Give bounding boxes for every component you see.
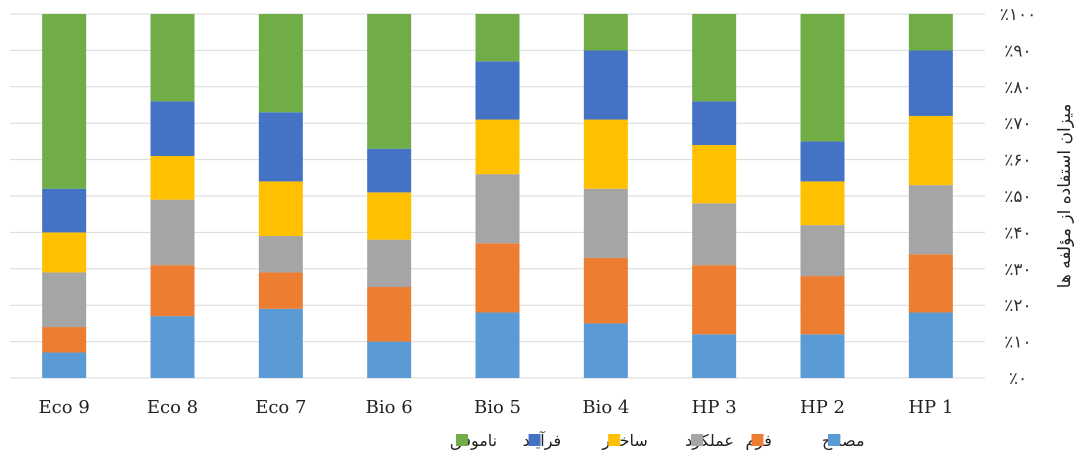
legend-swatch — [455, 434, 468, 446]
bar-segment — [150, 265, 195, 317]
bar-segment — [42, 232, 87, 273]
category-label: Eco 9 — [39, 397, 90, 418]
legend-swatch — [528, 434, 541, 446]
bar-segment — [800, 276, 845, 335]
bars — [42, 14, 953, 378]
legend-label: فرآیند — [523, 431, 562, 451]
bar-segment — [258, 181, 303, 237]
bar-segment — [258, 236, 303, 273]
bar-segment — [258, 14, 303, 113]
bar-segment — [150, 316, 195, 378]
bar-segment — [692, 203, 737, 266]
bar-segment — [367, 287, 412, 342]
bar-segment — [367, 192, 412, 240]
category-label: HP 1 — [908, 397, 953, 418]
legend: مصالحفرمعملکردساختارفرآیندناموفق — [450, 431, 865, 451]
bar-segment — [475, 14, 520, 62]
category-labels: HP 1 HP 2 HP 3 Bio 4 Bio 5 Bio 6 Eco 7 Eco 8 Eco… — [39, 397, 954, 418]
category-label: Bio 5 — [474, 397, 521, 418]
y-tick-label: ٪۵۰ — [1004, 187, 1031, 207]
bar-segment — [800, 334, 845, 378]
category-label: Bio 6 — [366, 397, 413, 418]
bar-segment — [692, 334, 737, 378]
category-label: Eco 7 — [255, 397, 306, 418]
bar-segment — [583, 50, 628, 120]
bar-segment — [583, 119, 628, 189]
bar-segment — [42, 352, 87, 378]
legend-label: ساختار — [601, 431, 648, 451]
bar-segment — [908, 312, 953, 378]
bar-segment — [800, 225, 845, 277]
bar-segment — [475, 243, 520, 313]
bar-segment — [908, 50, 953, 116]
bar-segment — [150, 199, 195, 266]
bar-segment — [150, 155, 195, 200]
bar-segment — [583, 257, 628, 324]
bar-segment — [800, 181, 845, 226]
bar-segment — [367, 341, 412, 378]
y-axis-title: میزان استفاده از مؤلفه ها — [1055, 104, 1075, 289]
bar-segment — [258, 308, 303, 378]
bar-segment — [475, 174, 520, 244]
bar-segment — [42, 14, 87, 189]
bar-segment — [150, 14, 195, 102]
bar-segment — [258, 112, 303, 182]
y-tick-label: ٪۱۰۰ — [1000, 5, 1037, 25]
legend-swatch — [691, 434, 704, 446]
bar-segment — [583, 14, 628, 51]
legend-swatch — [751, 434, 764, 446]
bar-segment — [583, 188, 628, 258]
category-label: Bio 4 — [582, 397, 629, 418]
bar-segment — [367, 14, 412, 149]
y-tick-label: ٪۱۰ — [1004, 333, 1031, 353]
y-tick-label: ٪۲۰ — [1004, 296, 1031, 316]
bar-segment — [42, 327, 87, 353]
y-tick-label: ٪۰ — [1009, 369, 1027, 389]
legend-swatch — [828, 434, 840, 446]
category-label: HP 3 — [692, 397, 737, 418]
bar-segment — [583, 323, 628, 378]
bar-segment — [475, 312, 520, 378]
bar-segment — [908, 254, 953, 313]
bar-segment — [908, 185, 953, 255]
legend-swatch — [608, 434, 621, 446]
y-tick-label: ٪۴۰ — [1004, 223, 1031, 243]
category-label: HP 2 — [800, 397, 845, 418]
y-tick-label: ٪۷۰ — [1004, 114, 1031, 134]
bar-segment — [800, 14, 845, 142]
bar-segment — [42, 188, 87, 233]
bar-segment — [692, 145, 737, 204]
category-label: Eco 8 — [147, 397, 198, 418]
bar-segment — [367, 148, 412, 193]
bar-segment — [692, 265, 737, 335]
bar-segment — [150, 101, 195, 156]
bar-segment — [367, 239, 412, 287]
y-tick-label: ٪۹۰ — [1004, 41, 1031, 61]
bar-segment — [800, 141, 845, 182]
y-tick-label: ٪۶۰ — [1004, 151, 1031, 171]
bar-segment — [908, 115, 953, 186]
y-tick-label: ٪۳۰ — [1004, 260, 1031, 280]
bar-segment — [908, 14, 953, 51]
bar-segment — [692, 101, 737, 146]
bar-segment — [475, 61, 520, 120]
y-tick-labels: ٪۰ ٪۱۰ ٪۲۰ ٪۳۰ ٪۴۰ ٪۵۰ ٪۶۰ ٪۷۰ ٪۸۰ ٪۹۰ ٪۱۰۰ — [1000, 5, 1037, 389]
bar-segment — [692, 14, 737, 102]
y-tick-label: ٪۸۰ — [1004, 78, 1031, 98]
bar-segment — [42, 272, 87, 328]
bar-segment — [475, 119, 520, 175]
bar-segment — [258, 272, 303, 309]
